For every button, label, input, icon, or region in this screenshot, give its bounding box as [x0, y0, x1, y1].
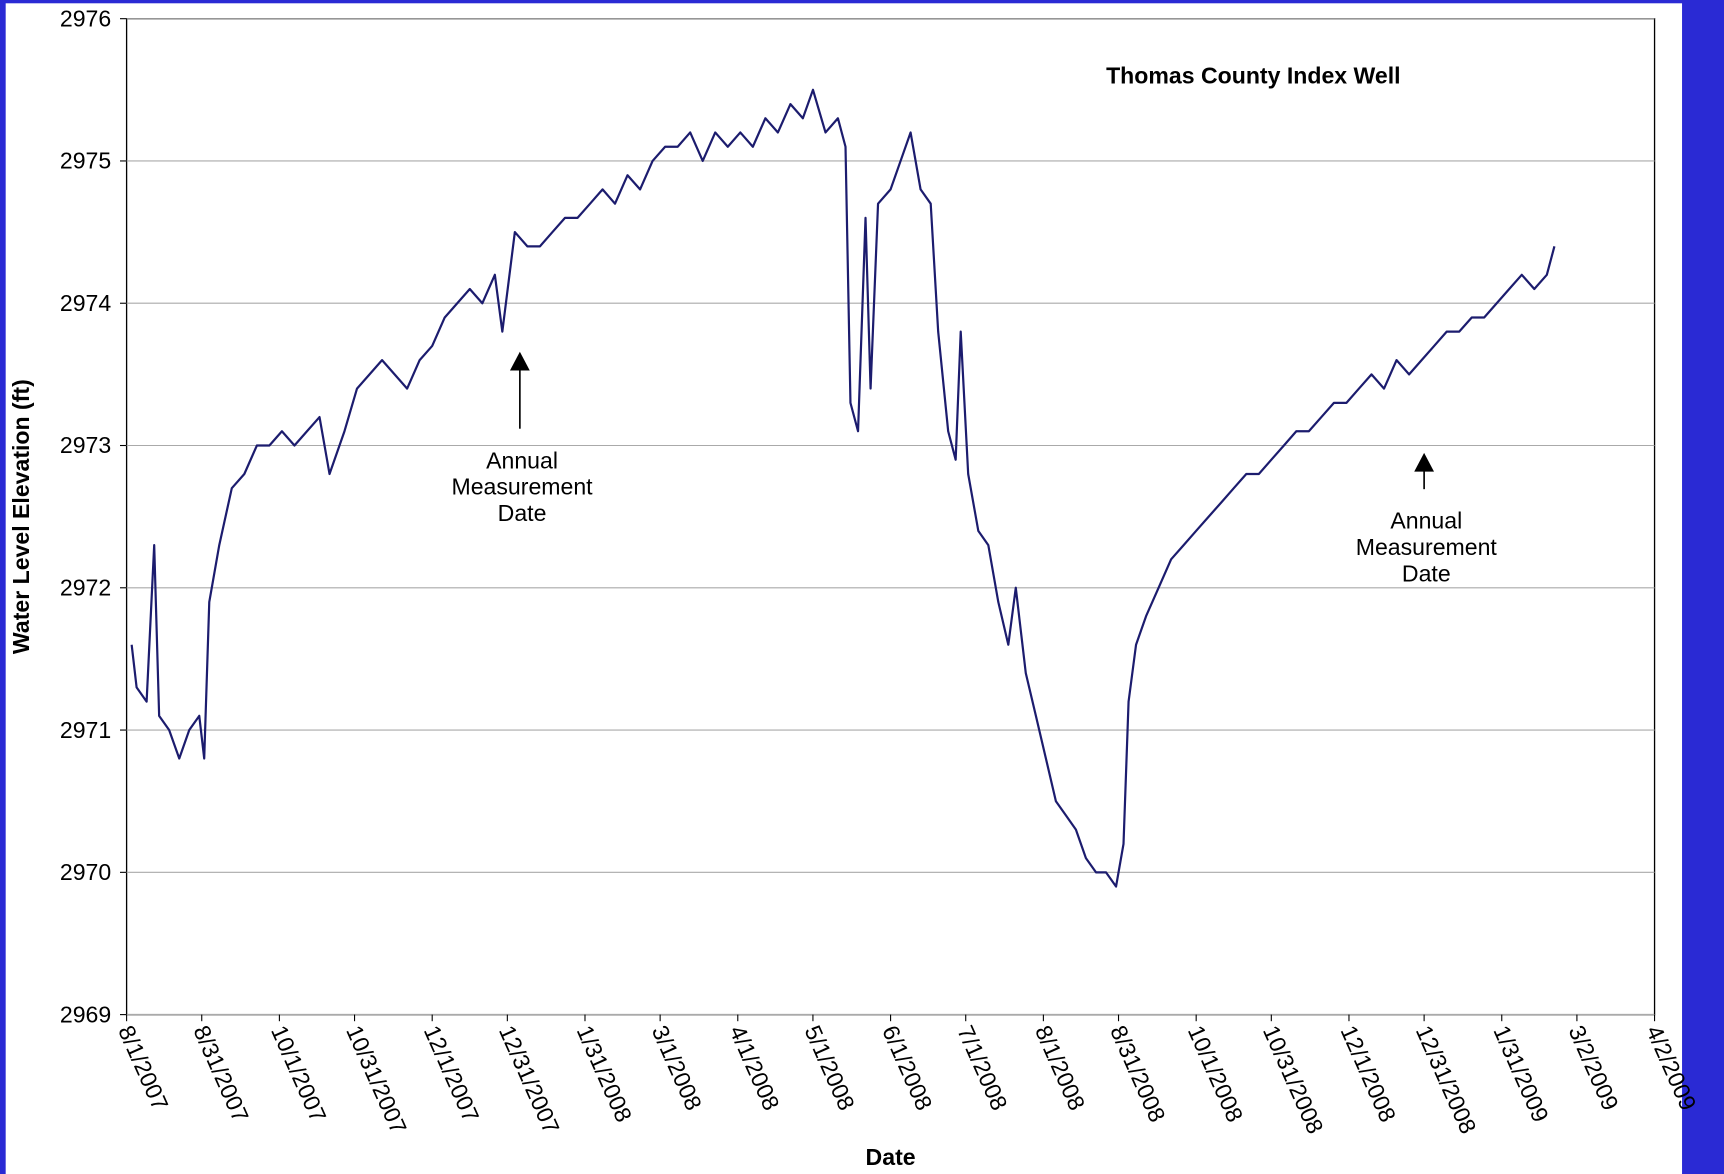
- annotation-arrowhead: [1414, 452, 1435, 472]
- y-tick-label: 2976: [60, 5, 111, 31]
- annotation-text: Annual: [486, 447, 558, 473]
- annotation-text: Measurement: [1356, 534, 1498, 560]
- y-tick-label: 2972: [60, 574, 111, 600]
- y-axis-label: Water Level Elevation (ft): [8, 379, 34, 654]
- x-axis-label: Date: [866, 1144, 916, 1170]
- annotation-text: Measurement: [452, 474, 594, 500]
- y-tick-label: 2969: [60, 1001, 111, 1027]
- chart-title: Thomas County Index Well: [1106, 63, 1401, 89]
- y-tick-label: 2970: [60, 859, 111, 885]
- y-tick-label: 2974: [60, 290, 112, 316]
- chart-background: [5, 3, 1683, 1174]
- y-tick-label: 2973: [60, 432, 111, 458]
- annotation-text: Date: [1402, 561, 1451, 587]
- annotation-text: Date: [498, 500, 547, 526]
- y-tick-label: 2971: [60, 717, 111, 743]
- annotation-arrowhead: [509, 351, 530, 371]
- y-tick-label: 2975: [60, 148, 111, 174]
- series-line: [130, 88, 1556, 888]
- annotation-text: Annual: [1390, 508, 1462, 534]
